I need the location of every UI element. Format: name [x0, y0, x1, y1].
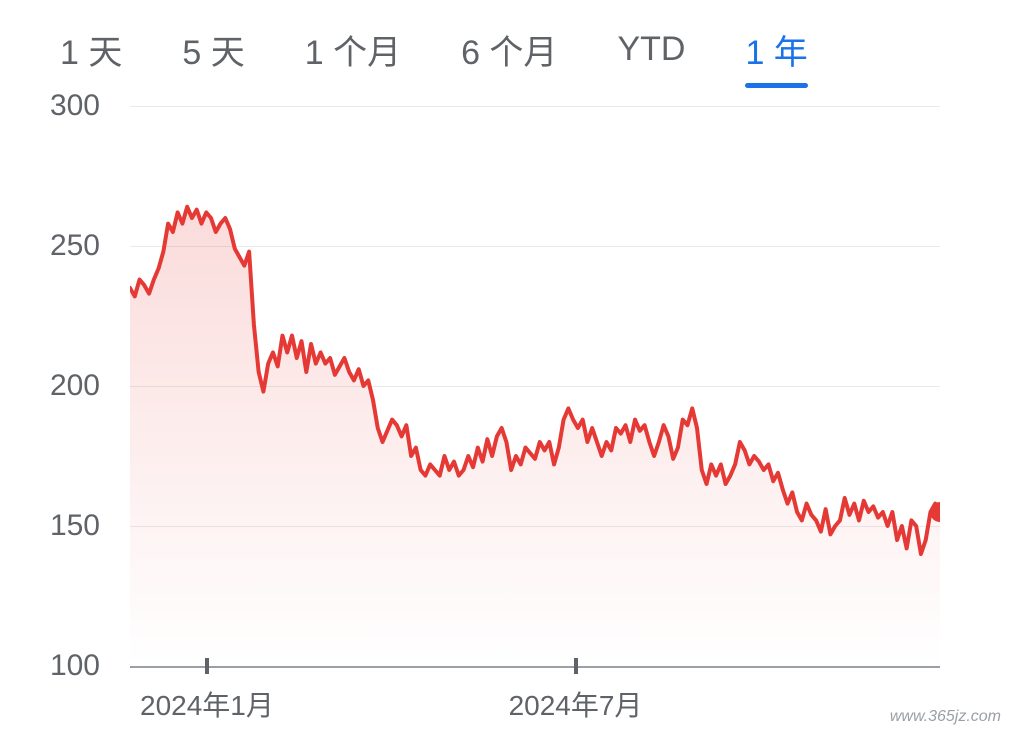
tab-6m[interactable]: 6 个月 — [461, 25, 557, 86]
x-tick-label: 2024年7月 — [509, 684, 643, 724]
tab-1d[interactable]: 1 天 — [60, 25, 122, 86]
x-tick-label: 2024年1月 — [140, 684, 274, 724]
y-tick-label: 250 — [50, 229, 100, 263]
time-range-tabs: 1 天 5 天 1 个月 6 个月 YTD 1 年 — [0, 0, 1011, 106]
y-tick-label: 100 — [50, 649, 100, 683]
chart-plot[interactable] — [130, 106, 940, 666]
y-tick-label: 300 — [50, 89, 100, 123]
line-svg — [130, 106, 940, 666]
watermark-text: www.365jz.com — [890, 708, 1001, 726]
tab-5d[interactable]: 5 天 — [182, 25, 244, 86]
price-chart: 100150200250300 2024年1月2024年7月 www.365jz… — [0, 106, 1011, 726]
tab-ytd[interactable]: YTD — [617, 30, 685, 81]
y-tick-label: 200 — [50, 369, 100, 403]
tab-1m[interactable]: 1 个月 — [305, 25, 401, 86]
tab-1y[interactable]: 1 年 — [745, 25, 807, 86]
y-tick-label: 150 — [50, 509, 100, 543]
y-axis: 100150200250300 — [0, 106, 120, 666]
x-axis: 2024年1月 2024年7月 — [130, 684, 940, 724]
